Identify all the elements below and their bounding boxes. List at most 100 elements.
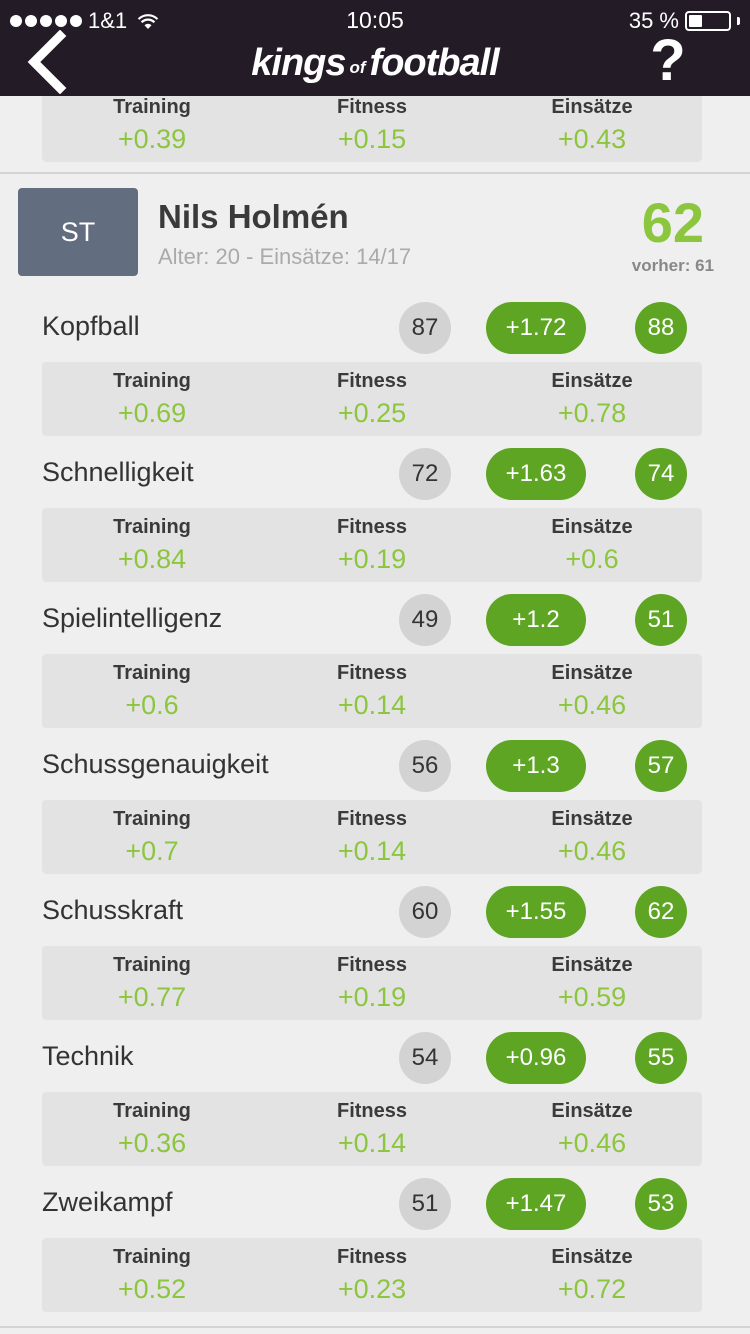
training-value: +0.7 bbox=[125, 836, 179, 866]
skill-name: Technik bbox=[42, 1041, 134, 1071]
previous-skill-value: 49 bbox=[399, 594, 451, 646]
skill-increase-badge: +1.3 bbox=[486, 740, 586, 792]
fitness-value: +0.19 bbox=[337, 544, 407, 574]
fitness-label: Fitness bbox=[336, 1100, 408, 1122]
new-skill-value: 51 bbox=[635, 594, 687, 646]
new-skill-value: 53 bbox=[635, 1178, 687, 1230]
training-label: Training bbox=[113, 96, 191, 118]
einsaetze-label: Einsätze bbox=[551, 808, 633, 830]
fitness-label: Fitness bbox=[336, 808, 408, 830]
skill-name: Spielintelligenz bbox=[42, 603, 223, 633]
carrier-name: 1&1 bbox=[88, 8, 128, 33]
previous-skill-value: 60 bbox=[399, 886, 451, 938]
einsaetze-value: +0.72 bbox=[557, 1274, 627, 1304]
skill-name: Schusskraft bbox=[42, 895, 184, 925]
training-label: Training bbox=[113, 516, 191, 538]
training-label: Training bbox=[113, 370, 191, 392]
new-skill-value: 88 bbox=[635, 302, 687, 354]
skill-breakdown: Training +0.84 Fitness +0.19 Einsätze +0… bbox=[42, 508, 702, 582]
fitness-label: Fitness bbox=[336, 516, 408, 538]
fitness-value: +0.14 bbox=[337, 690, 407, 720]
battery-percent: 35 % bbox=[628, 8, 679, 33]
skill-increase-badge: +0.96 bbox=[486, 1032, 586, 1084]
previous-rating: vorher: 61 bbox=[631, 256, 714, 275]
fitness-label: Fitness bbox=[336, 1246, 408, 1268]
einsaetze-label: Einsätze bbox=[551, 370, 633, 392]
position-badge: ST bbox=[18, 188, 138, 276]
fitness-value: +0.14 bbox=[337, 836, 407, 866]
divider bbox=[0, 172, 750, 174]
skill-breakdown: Training +0.52 Fitness +0.23 Einsätze +0… bbox=[42, 1238, 702, 1312]
skill-breakdown: Training +0.36 Fitness +0.14 Einsätze +0… bbox=[42, 1092, 702, 1166]
divider bbox=[0, 1326, 750, 1328]
overall-rating: 62 bbox=[641, 191, 704, 254]
fitness-label: Fitness bbox=[336, 662, 408, 684]
chevron-left-icon bbox=[27, 29, 67, 95]
einsaetze-value: +0.46 bbox=[557, 1128, 627, 1158]
skill-increase-badge: +1.2 bbox=[486, 594, 586, 646]
fitness-label: Fitness bbox=[336, 96, 408, 118]
einsaetze-label: Einsätze bbox=[551, 954, 633, 976]
skill-increase-badge: +1.47 bbox=[486, 1178, 586, 1230]
einsaetze-label: Einsätze bbox=[551, 1246, 633, 1268]
training-value: +0.6 bbox=[125, 690, 179, 720]
back-button[interactable] bbox=[24, 29, 74, 95]
training-value: +0.52 bbox=[117, 1274, 187, 1304]
previous-skill-value: 72 bbox=[399, 448, 451, 500]
skill-name: Schnelligkeit bbox=[42, 457, 194, 487]
einsaetze-value: +0.43 bbox=[557, 124, 627, 154]
skill-breakdown: Training +0.69 Fitness +0.25 Einsätze +0… bbox=[42, 362, 702, 436]
app-logo: kings of football bbox=[251, 42, 500, 84]
einsaetze-label: Einsätze bbox=[551, 96, 633, 118]
status-bar: 1&1 10:05 35 % bbox=[0, 0, 750, 40]
einsaetze-value: +0.59 bbox=[557, 982, 627, 1012]
battery-icon bbox=[685, 11, 731, 31]
skill-increase-badge: +1.63 bbox=[486, 448, 586, 500]
player-meta: Alter: 20 - Einsätze: 14/17 bbox=[158, 244, 412, 269]
training-label: Training bbox=[113, 954, 191, 976]
fitness-label: Fitness bbox=[336, 954, 408, 976]
skill-name: Schussgenauigkeit bbox=[42, 749, 269, 779]
skill-breakdown: Training +0.7 Fitness +0.14 Einsätze +0.… bbox=[42, 800, 702, 874]
training-label: Training bbox=[113, 1246, 191, 1268]
training-value: +0.36 bbox=[117, 1128, 187, 1158]
fitness-value: +0.25 bbox=[337, 398, 407, 428]
einsaetze-value: +0.6 bbox=[565, 544, 619, 574]
einsaetze-label: Einsätze bbox=[551, 516, 633, 538]
fitness-label: Fitness bbox=[336, 370, 408, 392]
einsaetze-value: +0.46 bbox=[557, 836, 627, 866]
previous-skill-value: 54 bbox=[399, 1032, 451, 1084]
training-value: +0.77 bbox=[117, 982, 187, 1012]
player-name: Nils Holmén bbox=[158, 198, 349, 235]
clock: 10:05 bbox=[346, 7, 404, 33]
skill-increase-badge: +1.55 bbox=[486, 886, 586, 938]
previous-skill-value: 87 bbox=[399, 302, 451, 354]
training-value: +0.39 bbox=[117, 124, 187, 154]
training-label: Training bbox=[113, 808, 191, 830]
fitness-value: +0.19 bbox=[337, 982, 407, 1012]
signal-strength-icon bbox=[10, 15, 82, 27]
app-header: 1&1 10:05 35 % kings of football ? bbox=[0, 0, 750, 96]
new-skill-value: 62 bbox=[635, 886, 687, 938]
new-skill-value: 57 bbox=[635, 740, 687, 792]
previous-skill-value: 56 bbox=[399, 740, 451, 792]
skill-breakdown: Training +0.6 Fitness +0.14 Einsätze +0.… bbox=[42, 654, 702, 728]
fitness-value: +0.23 bbox=[337, 1274, 407, 1304]
einsaetze-value: +0.46 bbox=[557, 690, 627, 720]
training-label: Training bbox=[113, 1100, 191, 1122]
fitness-value: +0.14 bbox=[337, 1128, 407, 1158]
training-value: +0.84 bbox=[117, 544, 187, 574]
help-button[interactable]: ? bbox=[650, 28, 686, 93]
wifi-icon bbox=[137, 14, 159, 29]
new-skill-value: 74 bbox=[635, 448, 687, 500]
training-label: Training bbox=[113, 662, 191, 684]
player-development-list[interactable]: Training +0.39 Fitness +0.15 Einsätze +0… bbox=[0, 96, 750, 1334]
training-value: +0.69 bbox=[117, 398, 187, 428]
einsaetze-label: Einsätze bbox=[551, 662, 633, 684]
skill-name: Zweikampf bbox=[42, 1187, 173, 1217]
fitness-value: +0.15 bbox=[337, 124, 407, 154]
einsaetze-value: +0.78 bbox=[557, 398, 627, 428]
previous-skill-value: 51 bbox=[399, 1178, 451, 1230]
new-skill-value: 55 bbox=[635, 1032, 687, 1084]
skill-name: Kopfball bbox=[42, 311, 140, 341]
